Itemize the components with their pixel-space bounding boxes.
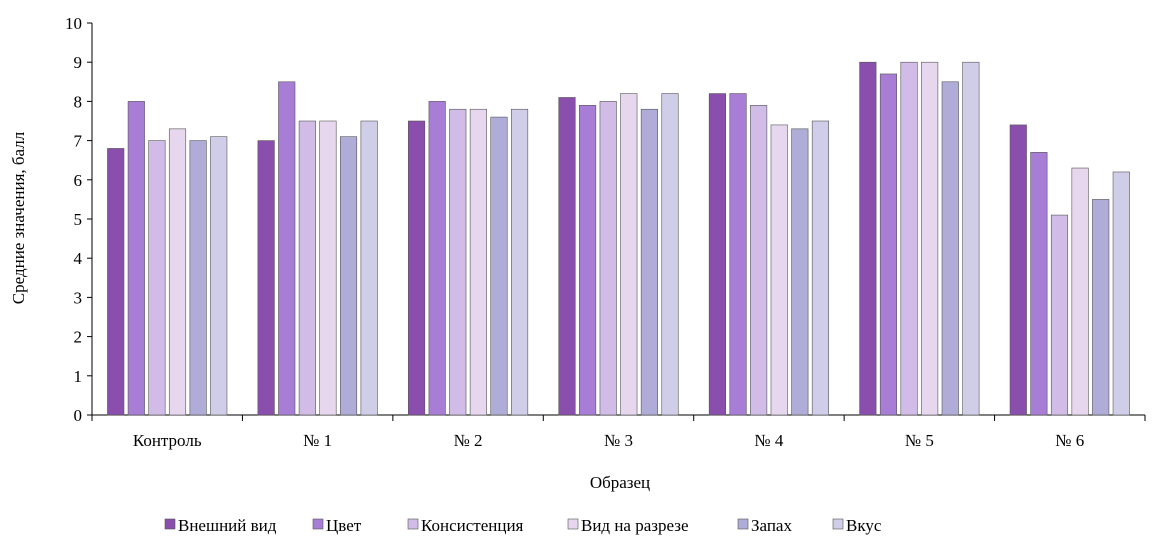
bar [750, 105, 768, 416]
bar [168, 128, 187, 416]
bar [558, 97, 576, 416]
bar [661, 93, 679, 416]
y-tick-label: 7 [74, 132, 83, 151]
legend: Внешний вид Цвет Консистенция Вид на разрез… [164, 516, 882, 535]
legend-swatch [832, 518, 844, 530]
legend-label: Вид на разрезе [581, 516, 689, 535]
bar [360, 120, 378, 416]
bar [127, 101, 145, 416]
bar [189, 140, 207, 416]
bar [859, 61, 877, 416]
x-tick-label: № 1 [303, 431, 332, 450]
bar [1071, 167, 1089, 416]
bar [428, 101, 446, 416]
bar [1092, 199, 1110, 416]
bar [770, 124, 788, 416]
bar [729, 93, 747, 416]
bar [791, 128, 809, 416]
plot-area: 0 1 2 3 4 5 6 7 8 9 10 Контроль № 1 № 2 № 3 № 4 № 5 № 6 [65, 14, 1146, 450]
legend-label: Запах [751, 516, 792, 535]
y-tick-label: 6 [74, 171, 83, 190]
bar [640, 108, 658, 416]
bar [408, 120, 426, 416]
legend-swatch [567, 518, 579, 530]
bar [107, 148, 125, 416]
bar [490, 116, 508, 416]
bar [1009, 124, 1027, 416]
bar [811, 120, 829, 416]
bar [921, 61, 939, 416]
y-axis-title: Средние значения, балл [9, 131, 28, 304]
x-tick-label: № 5 [905, 431, 934, 450]
bar [449, 108, 467, 416]
y-tick-label: 5 [74, 210, 83, 229]
bar [1050, 214, 1069, 416]
bar [620, 93, 638, 416]
bar [469, 108, 487, 416]
bar [511, 108, 529, 416]
y-tick-label: 4 [74, 249, 83, 268]
legend-label: Цвет [326, 516, 362, 535]
bar [879, 73, 898, 416]
bar [1112, 171, 1130, 416]
bar [900, 61, 918, 416]
x-tick-label: № 3 [604, 431, 633, 450]
legend-label: Вкус [846, 516, 882, 535]
x-tick-label: Контроль [133, 431, 202, 450]
bar [319, 120, 337, 416]
x-tick-label: № 2 [454, 431, 483, 450]
legend-label: Внешний вид [178, 516, 277, 535]
bar [962, 61, 980, 416]
x-tick-label: № 4 [754, 431, 783, 450]
bar [1030, 152, 1048, 416]
y-tick-label: 0 [74, 406, 83, 425]
legend-swatch [737, 518, 749, 530]
bar [210, 136, 228, 416]
y-tick-label: 9 [74, 53, 83, 72]
bar [298, 120, 316, 416]
bar [599, 101, 617, 416]
y-tick-label: 1 [74, 367, 83, 386]
y-tick-label: 3 [74, 288, 83, 307]
legend-label: Консистенция [421, 516, 524, 535]
bar [579, 105, 597, 416]
legend-swatch [407, 518, 419, 530]
bar [278, 81, 296, 416]
bar [148, 140, 166, 416]
y-tick-label: 10 [65, 14, 82, 33]
bar [708, 93, 726, 416]
bar [941, 81, 959, 416]
y-tick-label: 8 [74, 92, 83, 111]
bar [257, 140, 275, 416]
y-tick-label: 2 [74, 328, 83, 347]
bar [339, 136, 358, 416]
legend-swatch [312, 518, 324, 530]
legend-swatch [164, 518, 176, 530]
x-tick-label: № 6 [1055, 431, 1084, 450]
x-axis-title: Образец [590, 473, 650, 492]
